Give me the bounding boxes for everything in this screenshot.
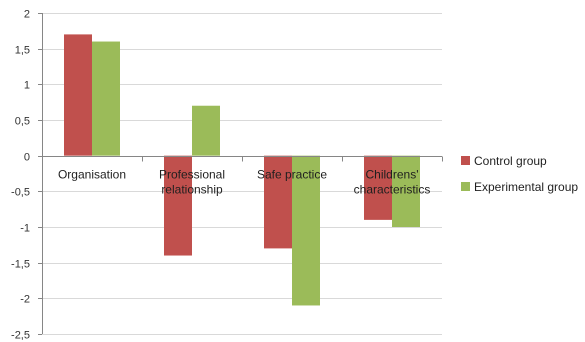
y-tick-label: -2,5 [11,330,30,342]
axes [38,13,443,335]
bar-experimental-group [92,41,120,156]
category-label: Organisation [58,168,126,182]
category-label: Childrens' [366,168,419,182]
category-label: Professional [159,168,225,182]
legend: Control group Experimental group [461,154,578,194]
legend-swatch [461,182,470,191]
legend-swatch [461,156,470,165]
y-tick-label: 1 [24,80,30,92]
bar-experimental-group [292,155,320,306]
y-tick-label: 0 [24,152,30,164]
y-tick-label: 1,5 [15,45,30,57]
bar-control-group [264,155,292,249]
y-tick-labels: 2 1,5 1 0,5 0 -0,5 -1 -1,5 -2 -2,5 [11,9,30,342]
category-label: Safe practice [257,168,327,182]
y-tick-label: -1,5 [11,259,30,271]
bar-experimental-group [392,155,420,227]
legend-label: Experimental group [474,180,578,194]
legend-label: Control group [474,154,547,168]
bars [64,34,420,306]
y-tick-label: -1 [20,223,30,235]
y-tick-label: -0,5 [11,187,30,199]
y-tick-label: -2 [20,294,30,306]
category-label: relationship [161,183,223,197]
y-tick-label: 0,5 [15,116,30,128]
bar-experimental-group [192,105,220,156]
y-tick-label: 2 [24,9,30,21]
category-label: characteristics [354,183,431,197]
bar-control-group [364,155,392,220]
bar-control-group [164,155,192,256]
bar-control-group [64,34,92,156]
